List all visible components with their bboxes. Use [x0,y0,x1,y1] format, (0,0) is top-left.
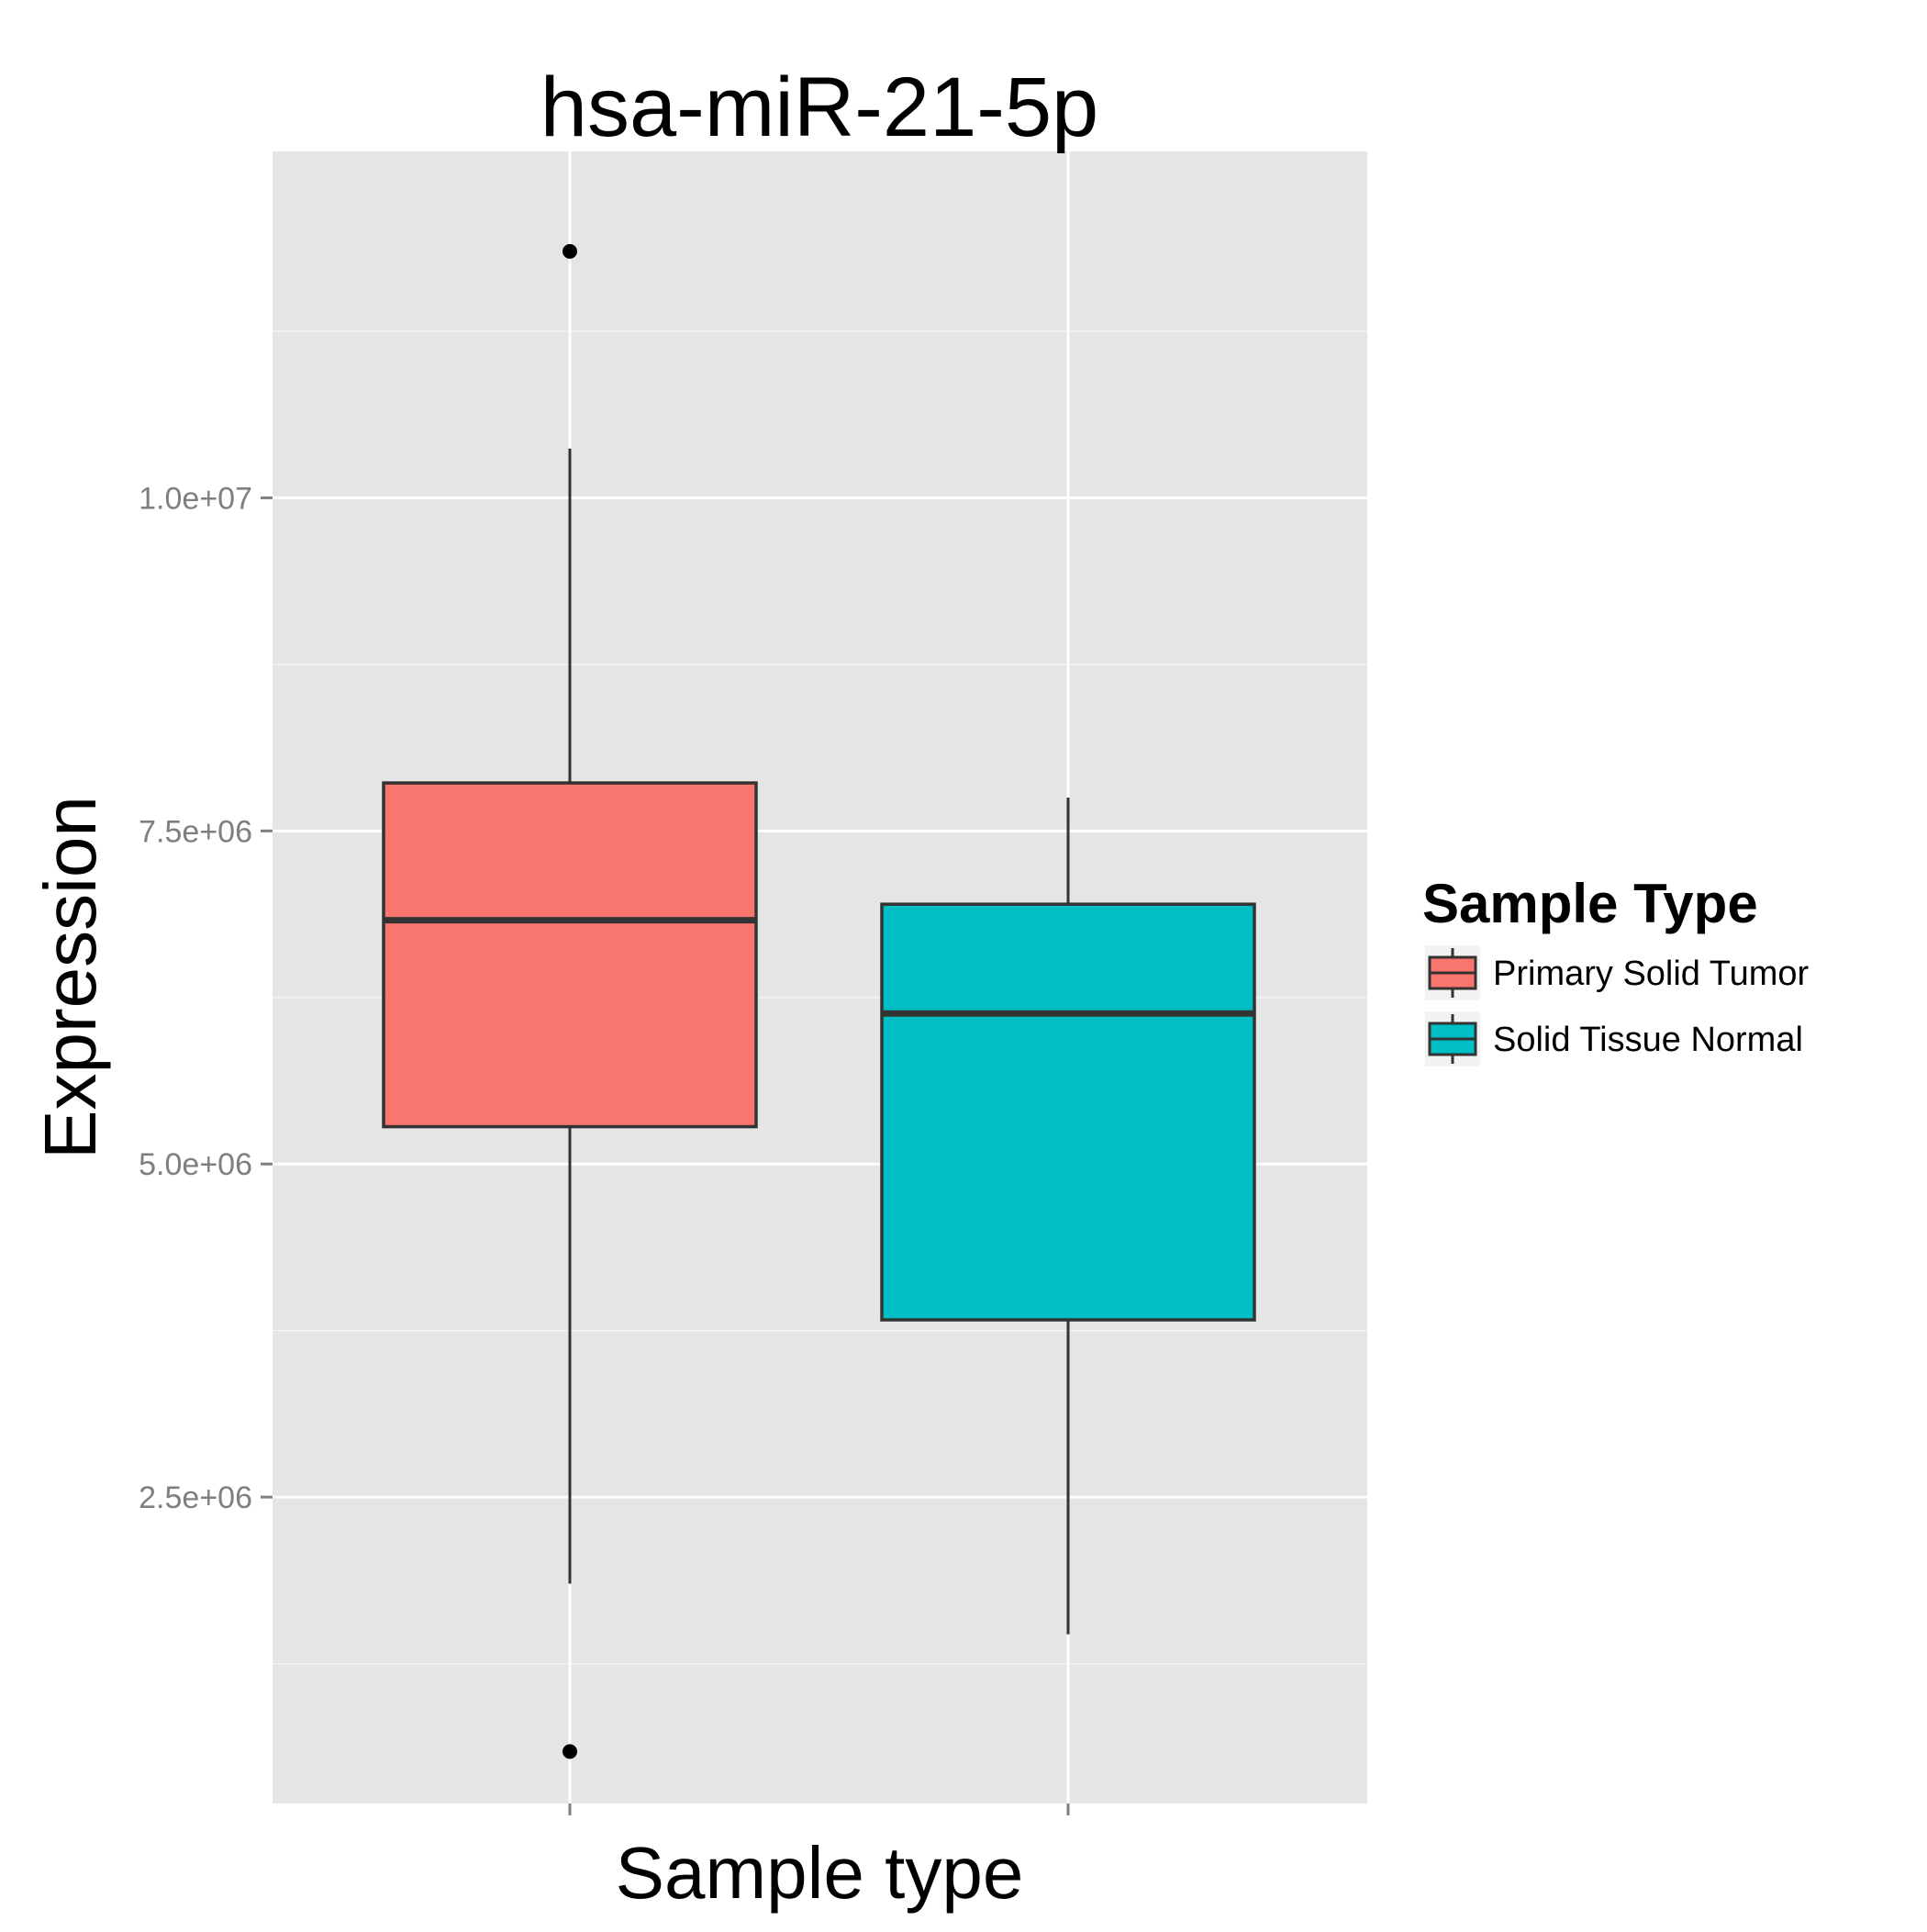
y-tick-label: 7.5e+06 [139,814,252,849]
chart-title: hsa-miR-21-5p [540,61,1098,154]
box-group [382,243,758,1759]
legend-item: Primary Solid Tumor [1425,945,1810,1000]
outlier-point [563,243,577,259]
x-axis-title: Sample type [616,1832,1024,1914]
y-tick-label: 5.0e+06 [139,1147,252,1182]
box-iqr [880,902,1256,1322]
outlier-point [563,1744,577,1759]
legend-label: Solid Tissue Normal [1493,1021,1803,1059]
legend: Sample Type Primary Solid Tumor Solid Tis… [1422,873,1810,1067]
box-iqr [382,781,758,1129]
y-axis-title: Expression [29,796,111,1159]
legend-items: Primary Solid Tumor Solid Tissue Normal [1425,945,1810,1067]
y-tick-label: 2.5e+06 [139,1480,252,1515]
box-group [880,798,1256,1635]
legend-item: Solid Tissue Normal [1425,1011,1803,1067]
y-axis: 2.5e+06 5.0e+06 7.5e+06 1.0e+07 [139,481,273,1515]
x-axis [568,1804,1070,1815]
legend-label: Primary Solid Tumor [1493,955,1810,993]
legend-title: Sample Type [1422,873,1758,934]
y-tick-label: 1.0e+07 [139,481,252,516]
boxplot-series [382,243,1256,1759]
